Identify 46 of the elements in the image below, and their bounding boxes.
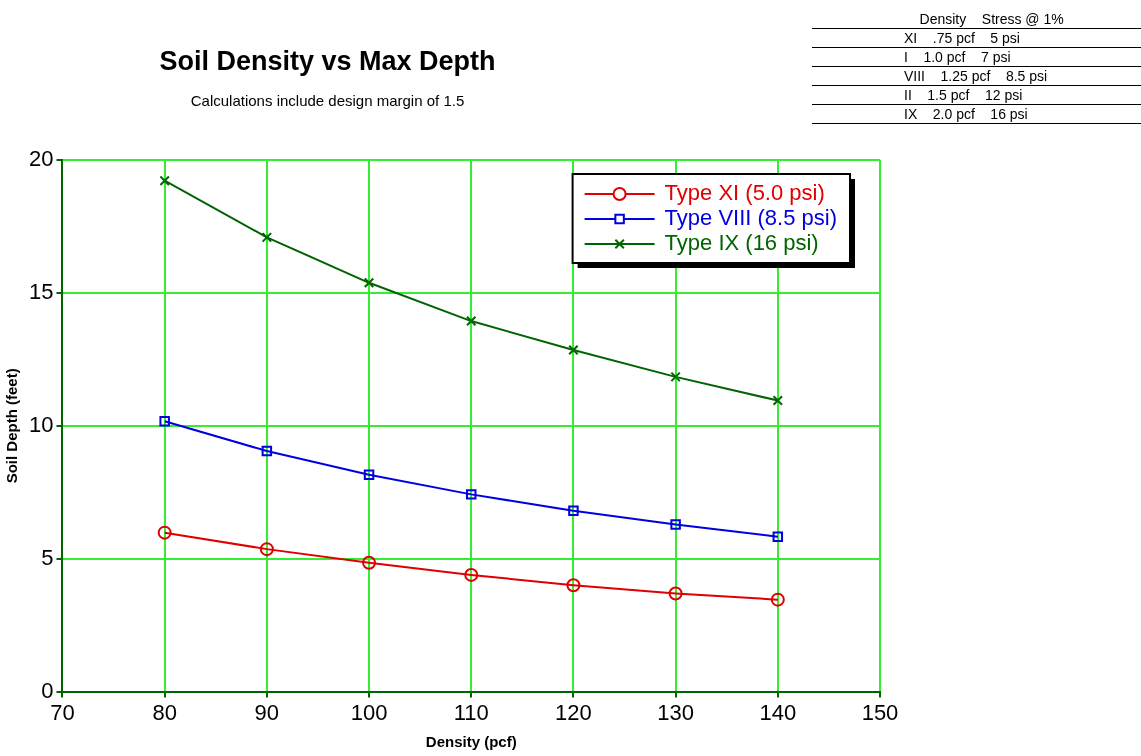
point	[770, 592, 785, 607]
category-label: VIII 1.25 pcf 8.5 psi	[904, 68, 1048, 84]
y-tick-label: 20	[28, 146, 54, 172]
y-tick-label: 5	[41, 544, 54, 570]
point	[465, 315, 477, 327]
point	[261, 232, 273, 243]
x-tick-label: 100	[350, 699, 388, 725]
point	[772, 395, 784, 406]
x-tick-label: 130	[657, 699, 694, 725]
point	[568, 344, 579, 356]
category-label: Density Stress @ 1%	[919, 11, 1064, 27]
point	[670, 519, 681, 530]
point	[568, 505, 579, 517]
point	[159, 175, 170, 186]
category-label: XI .75 pcf 5 psi	[904, 30, 1020, 46]
point	[259, 542, 274, 557]
y-tick-label: 10	[28, 411, 54, 437]
x-tick-label: 140	[759, 699, 797, 725]
y-axis-title: Soil Depth (feet)	[3, 368, 21, 484]
point	[363, 277, 375, 289]
x-tick-label: 120	[555, 699, 592, 725]
x-tick-label: 80	[152, 699, 177, 725]
category-label: IX 2.0 pcf 16 psi	[904, 106, 1028, 122]
legend-label: Type IX (16 psi)	[664, 230, 819, 256]
point	[566, 578, 581, 593]
point	[772, 531, 784, 542]
x-tick-label: 90	[254, 699, 280, 725]
point	[465, 489, 477, 500]
point	[668, 586, 683, 601]
point	[670, 371, 681, 383]
category-label: II 1.5 pcf 12 psi	[904, 87, 1023, 103]
point	[157, 525, 172, 540]
category-label: I 1.0 pcf 7 psi	[904, 49, 1011, 65]
legend-label: Type VIII (8.5 psi)	[664, 205, 837, 231]
point	[159, 416, 170, 427]
chart-title: Soil Density vs Max Depth	[158, 46, 497, 77]
x-tick-label: 150	[861, 699, 899, 725]
point	[363, 469, 375, 480]
point	[362, 555, 377, 570]
x-tick-label: 110	[453, 699, 489, 725]
point	[261, 445, 273, 457]
x-axis-title: Density (pcf)	[425, 733, 517, 751]
legend-label: Type XI (5.0 psi)	[664, 180, 825, 206]
point	[464, 567, 479, 582]
y-tick-label: 15	[28, 278, 54, 304]
chart-subtitle: Calculations include design margin of 1.5	[189, 92, 466, 109]
